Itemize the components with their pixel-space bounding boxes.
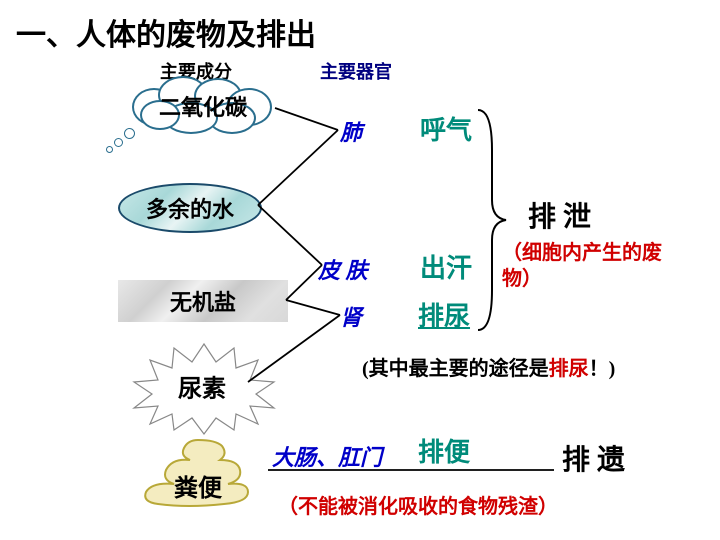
category-egestion: 排 遗 <box>562 438 625 478</box>
label-water: 多余的水 <box>120 192 260 224</box>
organ-lung: 肺 <box>340 115 362 147</box>
header-organs: 主要器官 <box>320 58 392 84</box>
shape-feces-swirl: 粪便 <box>128 430 268 510</box>
category-egestion-note: （不能被消化吸收的食物残渣） <box>278 490 558 519</box>
action-sweat: 出汗 <box>420 248 472 285</box>
shape-salts-rect: 无机盐 <box>118 280 288 322</box>
cloud-dot-icon <box>106 146 113 153</box>
action-breathe: 呼气 <box>420 110 472 147</box>
note-post: ！) <box>589 358 616 380</box>
label-co2: 二氧化碳 <box>128 90 278 122</box>
category-excretion: 排 泄 <box>528 195 591 235</box>
shape-water-ellipse: 多余的水 <box>118 183 262 233</box>
note-pre: (其中最主要的途径是 <box>362 358 549 380</box>
note-main-route: (其中最主要的途径是排尿！) <box>362 352 615 381</box>
cloud-dot-icon <box>114 138 123 147</box>
page-title: 一、人体的废物及排出 <box>16 10 316 54</box>
shape-urea-burst: 尿素 <box>142 358 262 413</box>
cloud-dot-icon <box>124 128 135 139</box>
organ-skin: 皮 肤 <box>318 253 368 285</box>
action-urinate: 排尿 <box>418 296 470 333</box>
label-urea: 尿素 <box>142 368 262 403</box>
organ-intestine: 大肠、肛门 <box>272 440 382 472</box>
note-key: 排尿 <box>549 358 589 380</box>
shape-co2-cloud: 二氧化碳 <box>128 78 278 128</box>
label-salts: 无机盐 <box>118 285 288 317</box>
brace-icon <box>478 110 506 330</box>
organ-kidney: 肾 <box>340 300 362 332</box>
label-feces: 粪便 <box>128 468 268 503</box>
action-defecate: 排便 <box>418 432 470 469</box>
category-excretion-note: （细胞内产生的废物） <box>502 240 682 292</box>
